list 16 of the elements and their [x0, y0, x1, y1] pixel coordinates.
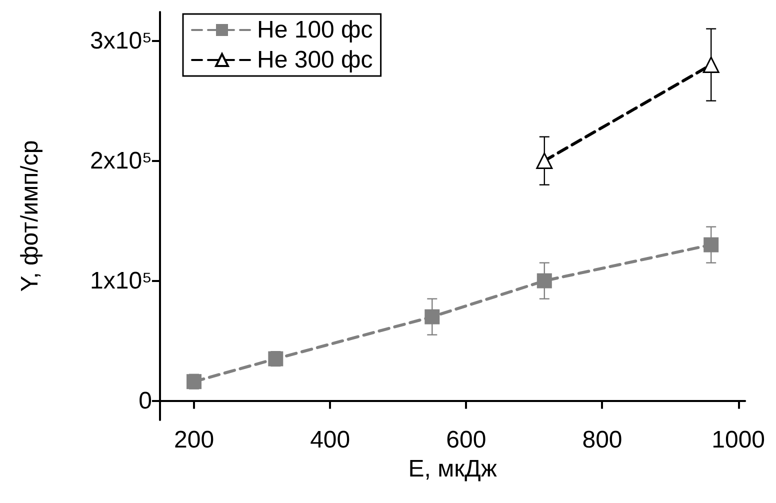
x-axis-title: E, мкДж — [408, 455, 497, 482]
legend-label: He 100 фс — [257, 16, 373, 44]
x-tick-label: 400 — [310, 426, 350, 454]
x-tick-label: 600 — [446, 426, 486, 454]
point — [424, 309, 440, 324]
y-tick-label: 0 — [138, 387, 152, 414]
point — [704, 237, 719, 252]
y-axis-title: Y, фот/имп/ср — [16, 140, 44, 292]
point — [536, 273, 552, 288]
y-tick-label: 1x10⁵ — [90, 267, 152, 294]
y-tick-label: 2x10⁵ — [90, 147, 152, 174]
x-tick-label: 200 — [174, 426, 214, 454]
x-tick-label: 800 — [582, 426, 622, 454]
y-tick-label: 3x10⁵ — [90, 27, 152, 54]
x-tick-label: 1000 — [712, 426, 765, 454]
legend-label: He 300 фс — [257, 46, 373, 74]
